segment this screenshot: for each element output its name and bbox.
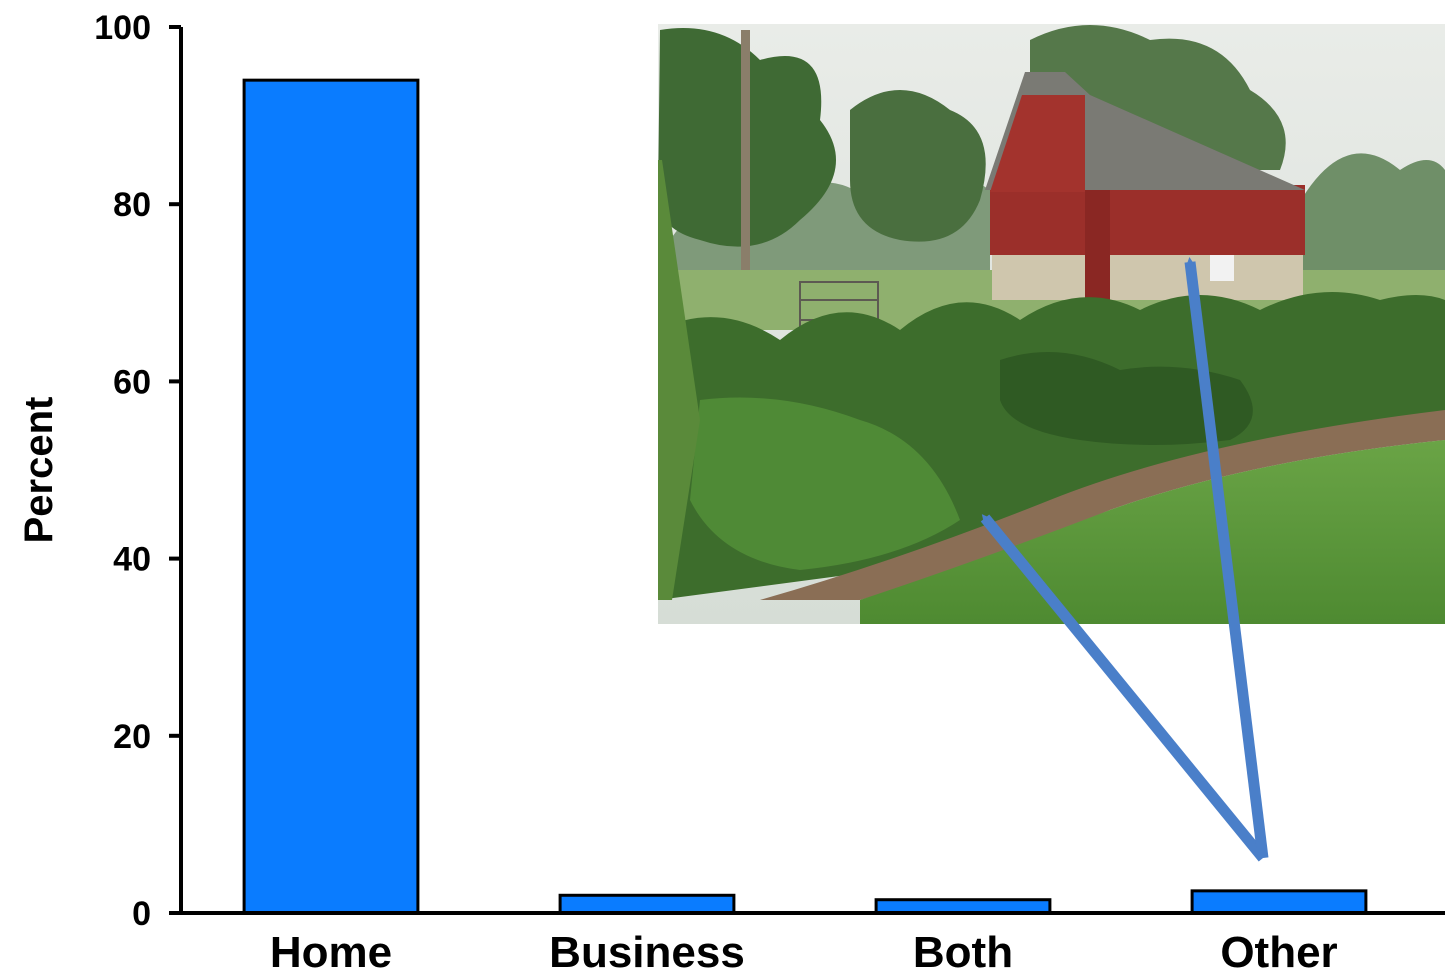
y-axis-ticks: 0 20 40 60 80 100 xyxy=(94,9,181,933)
x-tick-label-home: Home xyxy=(270,928,392,975)
arrow-to-barn xyxy=(1184,257,1269,859)
y-tick-label: 0 xyxy=(132,895,151,933)
y-tick-label: 60 xyxy=(113,363,151,401)
arrow-to-garden xyxy=(980,514,1268,862)
x-tick-label-business: Business xyxy=(549,928,745,975)
bar-home xyxy=(242,78,420,915)
y-tick-label: 100 xyxy=(94,9,151,47)
annotation-arrows xyxy=(980,257,1269,862)
x-tick-label-both: Both xyxy=(913,928,1013,975)
bars xyxy=(242,78,1368,915)
bar-other xyxy=(1190,889,1368,915)
y-tick-label: 40 xyxy=(113,541,151,579)
y-axis-title: Percent xyxy=(17,397,61,544)
y-tick-label: 80 xyxy=(113,186,151,224)
x-tick-label-other: Other xyxy=(1220,928,1337,975)
bar-business xyxy=(558,893,736,915)
barn-garden-photo xyxy=(658,24,1445,624)
x-axis-labels: Home Business Both Other xyxy=(270,928,1338,975)
y-tick-label: 20 xyxy=(113,718,151,756)
